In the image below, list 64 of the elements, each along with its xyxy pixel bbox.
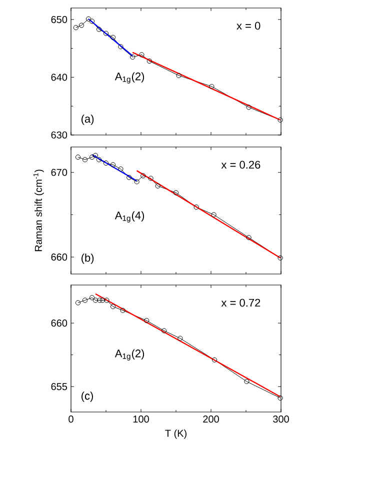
- point: [97, 298, 102, 303]
- annotation: x = 0.72: [221, 298, 260, 307]
- x-axis-title: T (K): [165, 429, 186, 439]
- point: [120, 308, 126, 313]
- x-tick-label: 0: [68, 416, 74, 423]
- y-tick-label: 660: [51, 254, 68, 261]
- point: [211, 212, 216, 218]
- y-tick-label: 670: [51, 168, 68, 176]
- annotation: (a): [82, 114, 94, 125]
- point: [246, 104, 252, 110]
- x-tick-label: 100: [133, 416, 149, 423]
- point: [110, 34, 116, 40]
- point: [212, 357, 218, 362]
- point: [155, 183, 160, 188]
- y-tick-label: 650: [51, 16, 68, 24]
- point: [134, 179, 140, 184]
- point: [146, 58, 152, 64]
- point: [162, 328, 167, 334]
- point: [148, 176, 154, 181]
- point: [82, 298, 88, 303]
- point: [96, 157, 102, 162]
- point: [246, 235, 252, 240]
- point: [89, 295, 95, 300]
- point: [110, 304, 116, 310]
- point: [82, 157, 88, 162]
- x-tick-label: 300: [273, 416, 289, 423]
- point: [92, 298, 98, 303]
- annotation: (b): [82, 254, 94, 264]
- point: [104, 298, 110, 303]
- point: [118, 166, 124, 172]
- point: [92, 152, 98, 158]
- point: [78, 22, 84, 28]
- annotation: (c): [82, 392, 93, 402]
- annotation: A$_{1g}$(2): [114, 349, 144, 360]
- y-tick-label: 640: [51, 74, 68, 81]
- point: [100, 298, 106, 303]
- point: [178, 336, 183, 341]
- y-axis-title: Raman shift (cm$^{-1}$): [33, 170, 44, 252]
- y-tick-label: 630: [51, 131, 68, 139]
- point: [89, 18, 95, 24]
- point: [244, 378, 250, 384]
- point: [110, 162, 116, 168]
- point: [176, 72, 182, 78]
- point: [118, 44, 124, 50]
- x-tick-label: 200: [203, 416, 219, 423]
- y-tick-label: 655: [51, 383, 68, 390]
- point: [103, 30, 109, 36]
- point: [173, 190, 179, 196]
- point: [194, 204, 199, 210]
- point: [103, 160, 109, 166]
- point: [126, 174, 132, 180]
- annotation: A$_{1g}$(4): [114, 211, 144, 222]
- annotation: A$_{1g}$(2): [114, 72, 144, 84]
- point: [96, 26, 102, 32]
- annotation: x = 0: [236, 22, 260, 30]
- point: [144, 318, 150, 324]
- point: [209, 84, 214, 90]
- point: [140, 173, 146, 178]
- point: [130, 54, 136, 60]
- annotation: x = 0.26: [221, 160, 260, 169]
- point: [86, 16, 92, 22]
- y-tick-label: 660: [51, 320, 68, 327]
- point: [89, 154, 95, 160]
- point: [139, 52, 144, 58]
